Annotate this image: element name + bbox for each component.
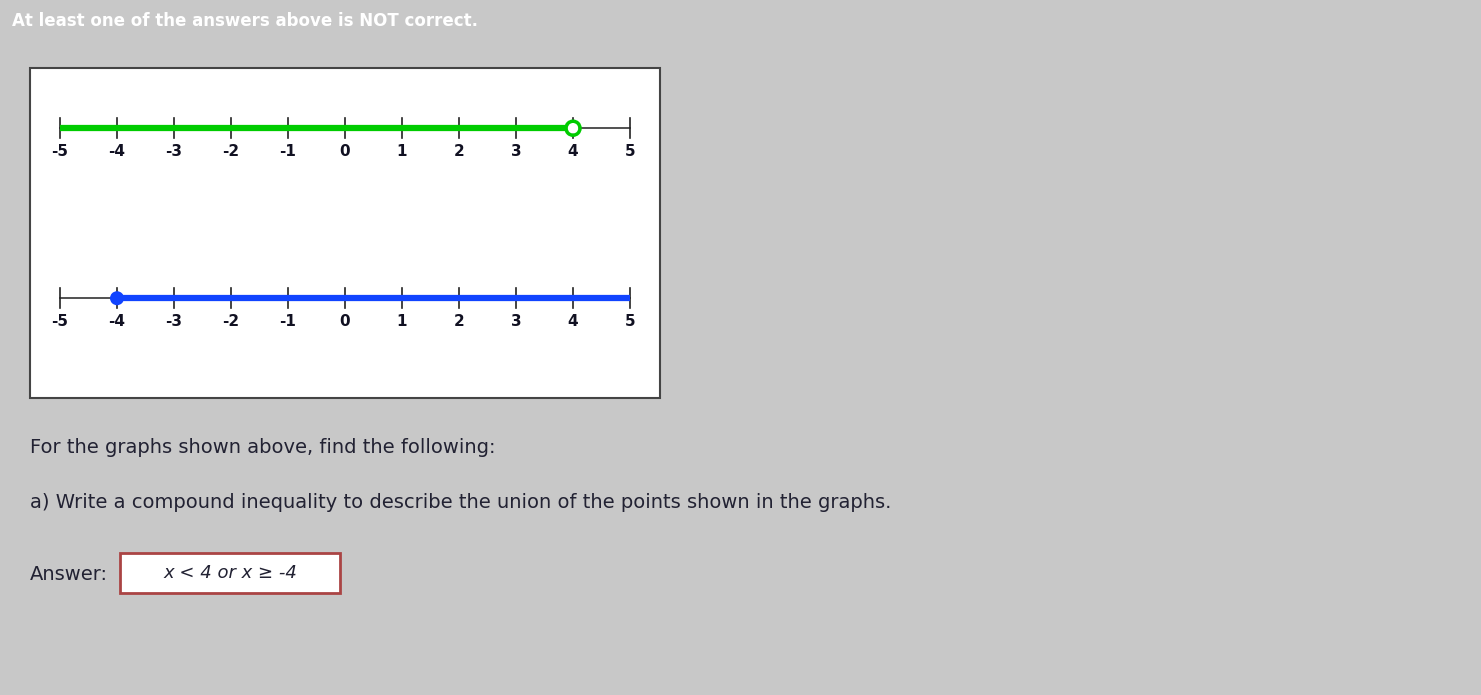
Text: 2: 2 [453, 145, 465, 159]
Text: 4: 4 [567, 145, 578, 159]
Text: -5: -5 [52, 314, 68, 329]
Text: 5: 5 [625, 145, 635, 159]
Text: For the graphs shown above, find the following:: For the graphs shown above, find the fol… [30, 439, 496, 457]
Text: -3: -3 [166, 145, 182, 159]
Text: -3: -3 [166, 314, 182, 329]
Text: 4: 4 [567, 314, 578, 329]
Text: -2: -2 [222, 314, 240, 329]
Text: 1: 1 [397, 314, 407, 329]
Text: -5: -5 [52, 145, 68, 159]
Text: Answer:: Answer: [30, 565, 108, 584]
Text: 3: 3 [511, 145, 521, 159]
Text: -1: -1 [280, 145, 296, 159]
Bar [120, 553, 341, 594]
Text: At least one of the answers above is NOT correct.: At least one of the answers above is NOT… [12, 12, 478, 30]
Text: -4: -4 [108, 314, 126, 329]
Text: 3: 3 [511, 314, 521, 329]
Text: 5: 5 [625, 314, 635, 329]
Text: -1: -1 [280, 314, 296, 329]
Text: 0: 0 [339, 314, 351, 329]
Text: 2: 2 [453, 314, 465, 329]
Circle shape [110, 291, 124, 305]
Text: 1: 1 [397, 145, 407, 159]
Text: a) Write a compound inequality to describe the union of the points shown in the : a) Write a compound inequality to descri… [30, 493, 892, 512]
Text: 0: 0 [339, 145, 351, 159]
Bar [30, 68, 661, 398]
Text: -2: -2 [222, 145, 240, 159]
Circle shape [567, 123, 579, 133]
Text: x < 4 or x ≥ -4: x < 4 or x ≥ -4 [163, 564, 296, 582]
Text: -4: -4 [108, 145, 126, 159]
